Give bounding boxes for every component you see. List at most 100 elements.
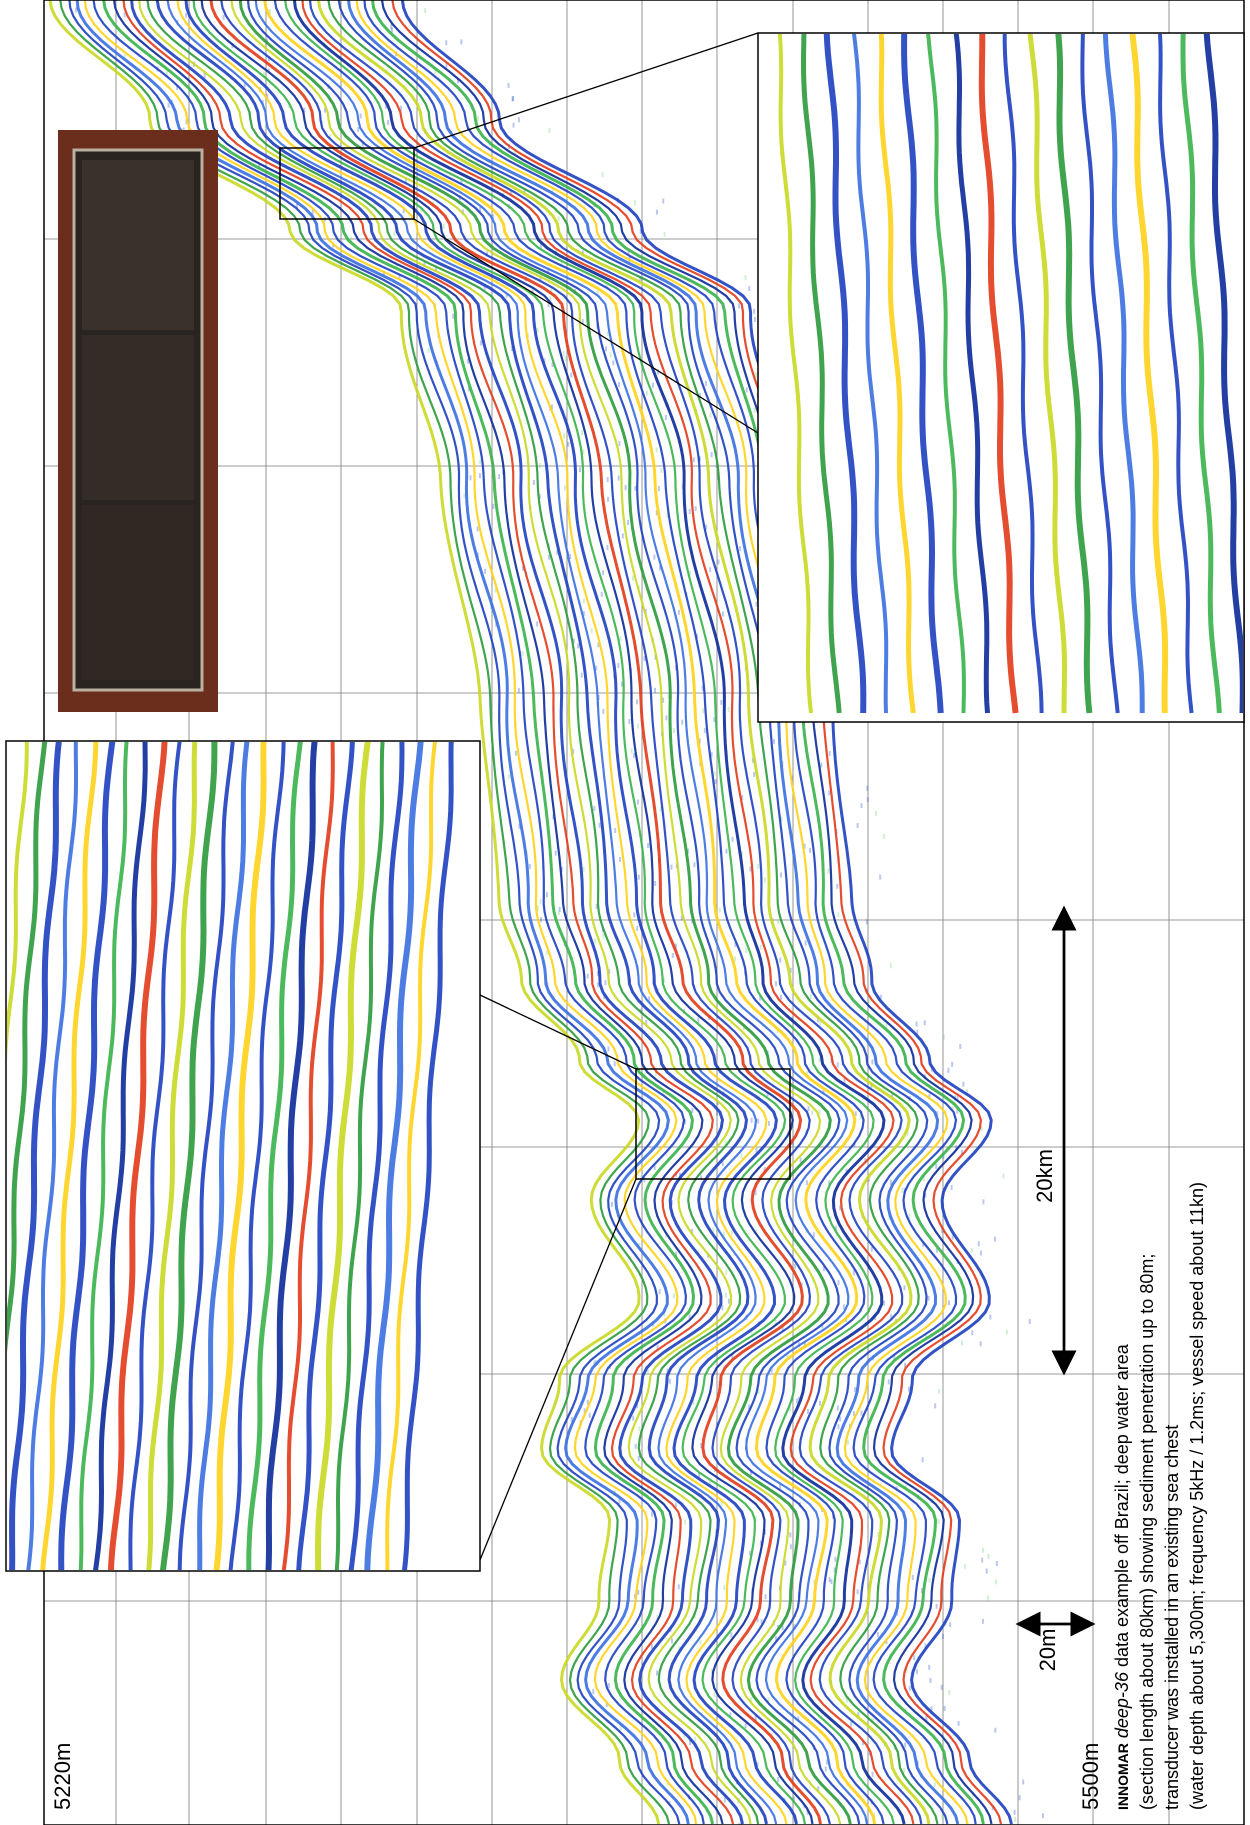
noise xyxy=(829,751,831,756)
noise xyxy=(671,1638,673,1643)
noise xyxy=(651,1644,653,1649)
noise xyxy=(694,1737,696,1742)
noise xyxy=(837,912,839,917)
noise xyxy=(567,442,569,447)
noise xyxy=(223,15,225,20)
noise xyxy=(820,763,822,768)
noise xyxy=(958,1721,960,1726)
noise xyxy=(971,1330,973,1335)
noise xyxy=(646,391,648,396)
noise xyxy=(610,352,612,357)
noise xyxy=(740,1153,742,1158)
noise xyxy=(387,120,389,125)
noise xyxy=(947,1068,949,1073)
caption-line: (section length about 80km) showing sedi… xyxy=(1137,1254,1157,1810)
noise xyxy=(980,1341,982,1346)
noise xyxy=(748,286,750,291)
noise xyxy=(627,520,629,525)
noise xyxy=(948,1690,950,1695)
noise xyxy=(980,1251,982,1256)
noise xyxy=(637,799,639,804)
noise xyxy=(853,1411,855,1416)
noise xyxy=(805,941,807,946)
noise xyxy=(903,1285,905,1290)
noise xyxy=(589,1413,591,1418)
noise xyxy=(533,480,535,485)
noise xyxy=(714,1692,716,1697)
noise xyxy=(825,1766,827,1771)
noise xyxy=(546,892,548,897)
noise xyxy=(982,1619,984,1624)
noise xyxy=(996,1561,998,1566)
noise xyxy=(734,956,736,961)
noise xyxy=(949,1622,951,1627)
noise xyxy=(635,1444,637,1449)
noise xyxy=(393,231,395,236)
noise xyxy=(929,1578,931,1583)
noise xyxy=(725,1270,727,1275)
noise xyxy=(670,865,672,870)
noise xyxy=(777,919,779,924)
noise xyxy=(656,447,658,452)
noise xyxy=(479,459,481,464)
horizontal-scale-label: 20km xyxy=(1032,1149,1057,1203)
noise xyxy=(962,1082,964,1087)
noise xyxy=(913,1655,915,1660)
noise xyxy=(700,1640,702,1645)
noise xyxy=(951,1062,953,1067)
noise xyxy=(981,1558,983,1563)
noise xyxy=(883,1300,885,1305)
noise xyxy=(989,1315,991,1320)
noise xyxy=(909,1686,911,1691)
noise xyxy=(656,210,658,215)
noise xyxy=(935,1164,937,1169)
noise xyxy=(810,994,812,999)
noise xyxy=(539,463,541,468)
noise xyxy=(633,912,635,917)
noise xyxy=(934,1403,936,1408)
noise xyxy=(942,1815,944,1820)
noise xyxy=(622,533,624,538)
noise xyxy=(867,797,869,802)
noise xyxy=(428,348,430,353)
noise xyxy=(728,1299,730,1304)
noise xyxy=(498,474,500,479)
noise xyxy=(719,907,721,912)
noise xyxy=(587,974,589,979)
noise xyxy=(753,772,755,777)
noise xyxy=(1022,1779,1024,1784)
noise xyxy=(829,1577,831,1582)
noise xyxy=(1042,1813,1044,1818)
noise xyxy=(934,1782,936,1787)
noise xyxy=(673,728,675,733)
noise xyxy=(618,441,620,446)
noise xyxy=(1019,1795,1021,1800)
noise xyxy=(704,728,706,733)
noise xyxy=(602,709,604,714)
noise xyxy=(739,546,741,551)
noise xyxy=(614,1061,616,1066)
noise xyxy=(942,1634,944,1639)
noise xyxy=(452,314,454,319)
noise xyxy=(853,1270,855,1275)
noise xyxy=(618,475,620,480)
noise xyxy=(847,1440,849,1445)
noise xyxy=(445,40,447,45)
noise xyxy=(745,948,747,953)
model: deep-36 xyxy=(1112,1671,1132,1738)
noise xyxy=(811,1110,813,1115)
noise xyxy=(563,351,565,356)
noise xyxy=(593,806,595,811)
noise xyxy=(837,1424,839,1429)
noise xyxy=(634,200,636,205)
noise xyxy=(937,1519,939,1524)
noise xyxy=(866,919,868,924)
noise xyxy=(987,1595,989,1600)
noise xyxy=(693,457,695,462)
noise xyxy=(625,485,627,490)
noise xyxy=(594,938,596,943)
noise xyxy=(583,598,585,603)
noise xyxy=(634,486,636,491)
noise xyxy=(607,497,609,502)
noise xyxy=(654,881,656,886)
